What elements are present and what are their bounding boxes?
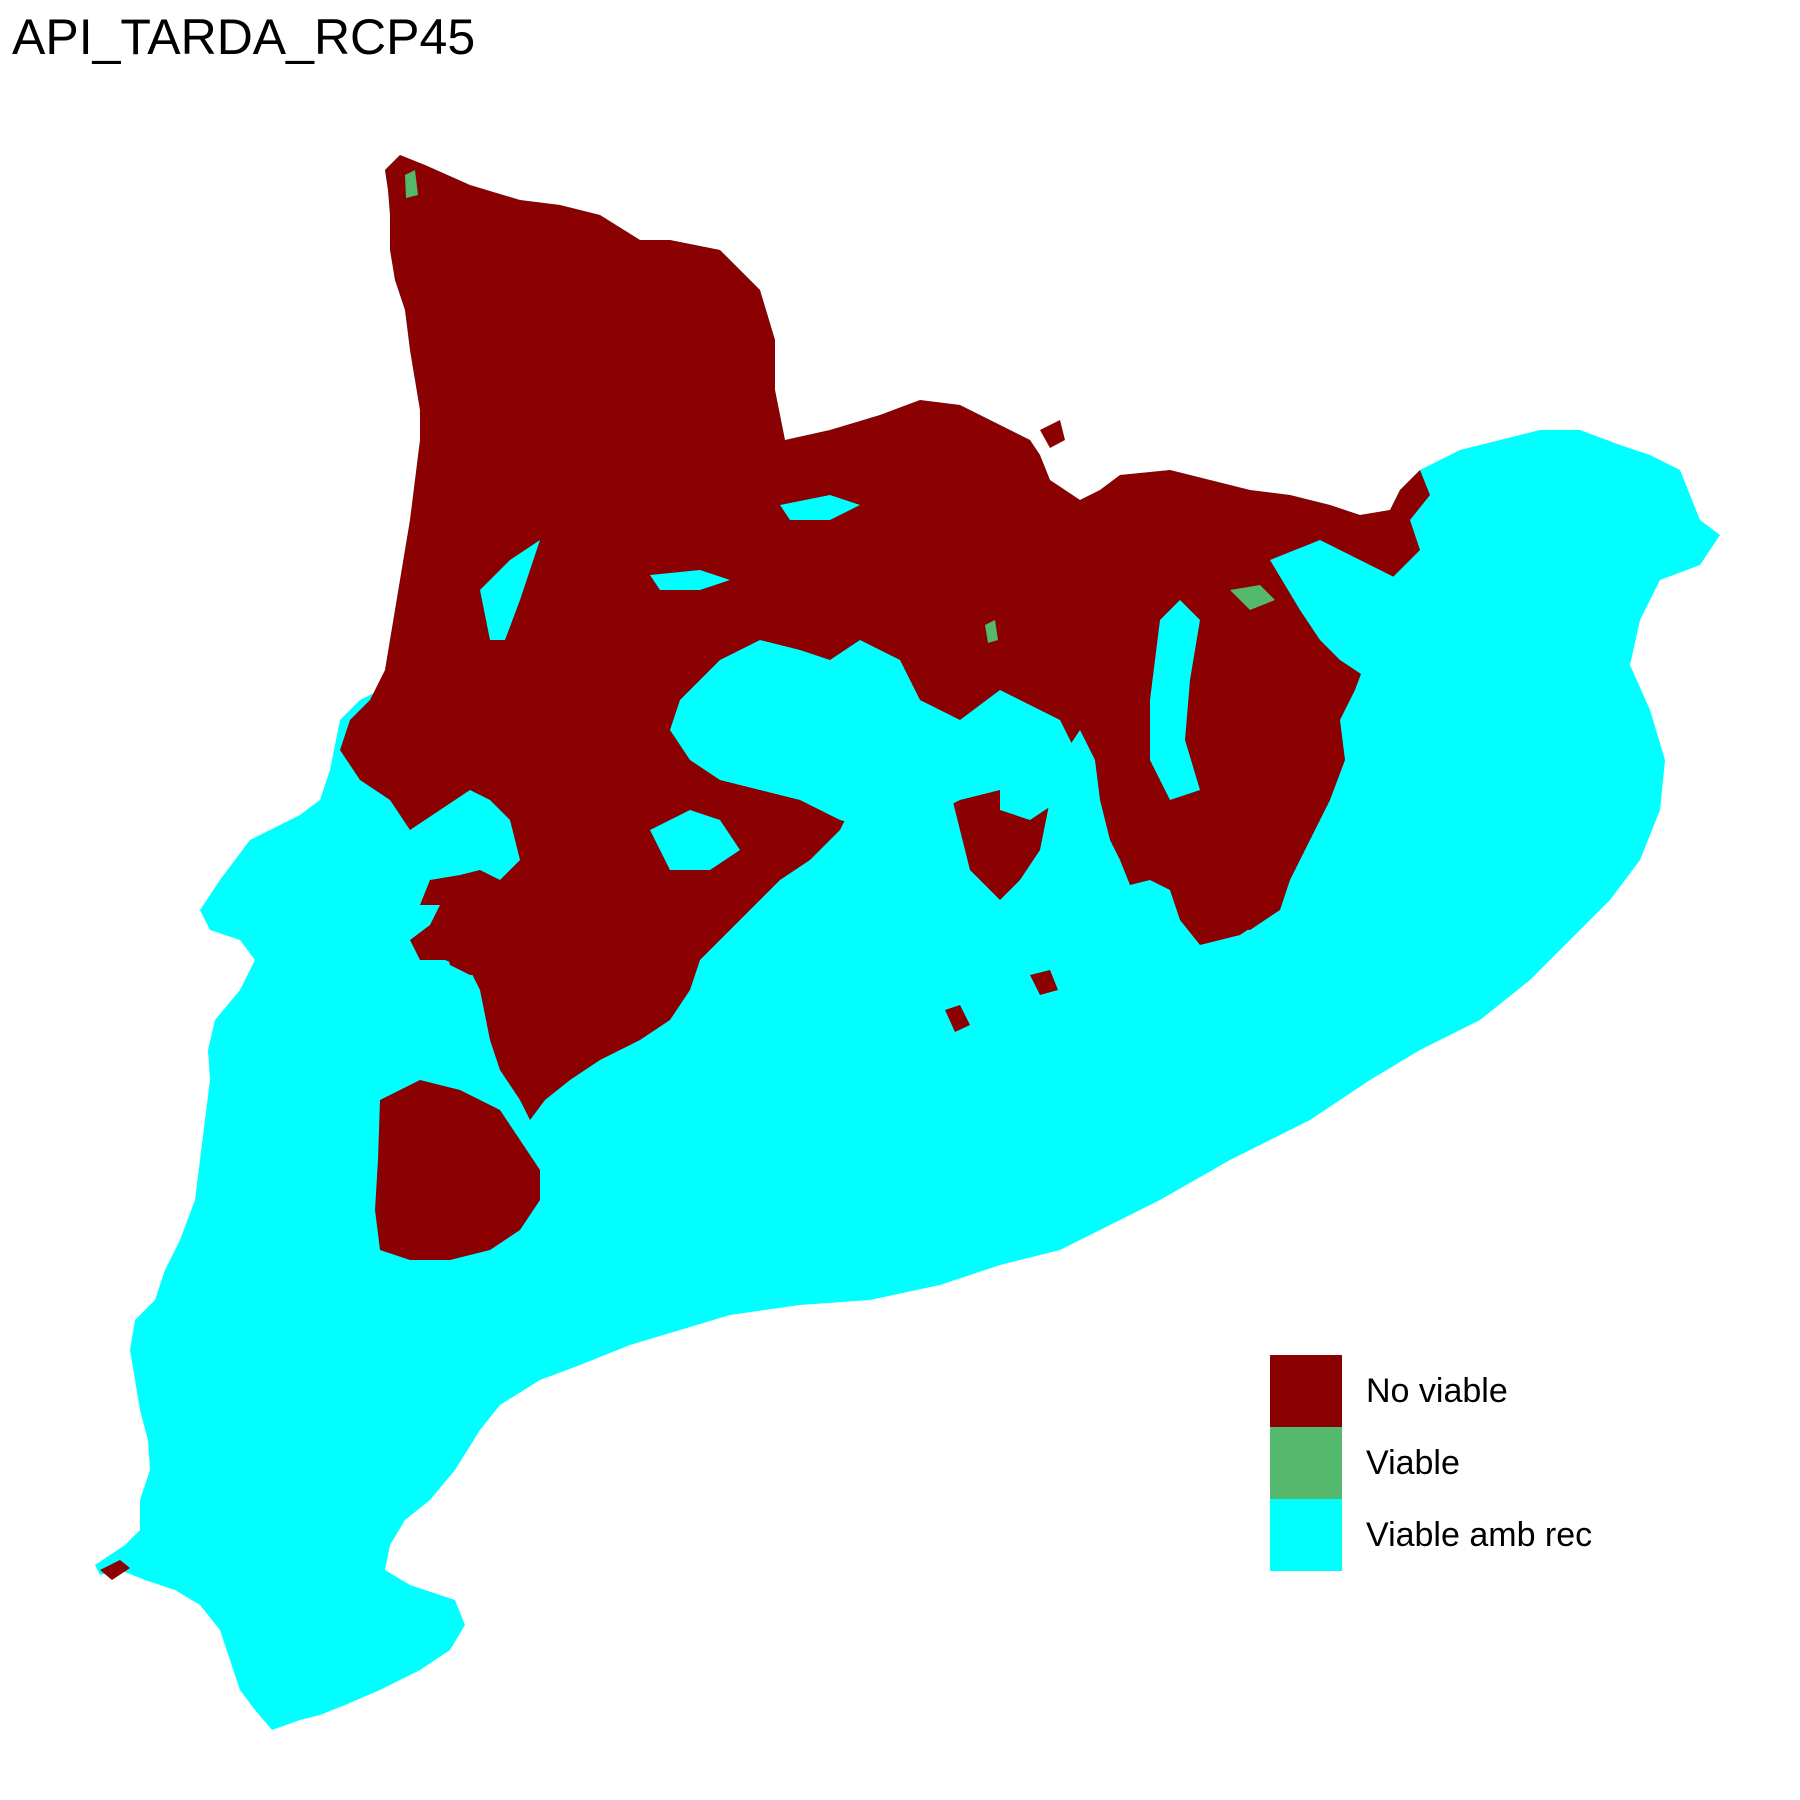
valley-cyan-5 (1000, 740, 1070, 820)
valley-cyan-8 (650, 570, 730, 590)
legend-swatch-no-viable (1270, 1355, 1342, 1427)
legend: No viable Viable Viable amb rec (1270, 1355, 1592, 1571)
region-no-viable-patch-2 (945, 1005, 970, 1032)
region-no-viable-patch-1 (1040, 420, 1065, 448)
region-no-viable-basin (440, 925, 520, 975)
valley-cyan-2 (670, 640, 1080, 830)
valley-cyan-1 (480, 540, 540, 640)
legend-label-viable-amb-rec: Viable amb rec (1366, 1515, 1593, 1554)
valley-cyan-3 (1150, 600, 1200, 800)
legend-item-viable-amb-rec: Viable amb rec (1270, 1499, 1592, 1571)
region-no-viable-patch-4 (100, 1560, 130, 1580)
region-viable-1 (1230, 585, 1275, 610)
map-title: API_TARDA_RCP45 (12, 9, 476, 65)
region-no-viable-south (375, 1080, 540, 1260)
legend-swatch-viable-amb-rec (1270, 1499, 1342, 1571)
region-no-viable-ne (1195, 850, 1290, 930)
legend-swatch-viable (1270, 1427, 1342, 1499)
region-no-viable-patch-3 (1030, 970, 1058, 995)
region-viable-3 (405, 170, 418, 198)
legend-label-viable: Viable (1366, 1443, 1460, 1482)
legend-label-no-viable: No viable (1366, 1371, 1508, 1410)
region-viable-2 (985, 620, 998, 643)
valley-cyan-6 (650, 810, 740, 870)
legend-item-no-viable: No viable (1270, 1355, 1592, 1427)
valley-cyan-7 (780, 495, 860, 520)
region-no-viable-pyrenees (340, 155, 1430, 1120)
valley-cyan-4 (1270, 540, 1420, 680)
legend-item-viable: Viable (1270, 1427, 1592, 1499)
